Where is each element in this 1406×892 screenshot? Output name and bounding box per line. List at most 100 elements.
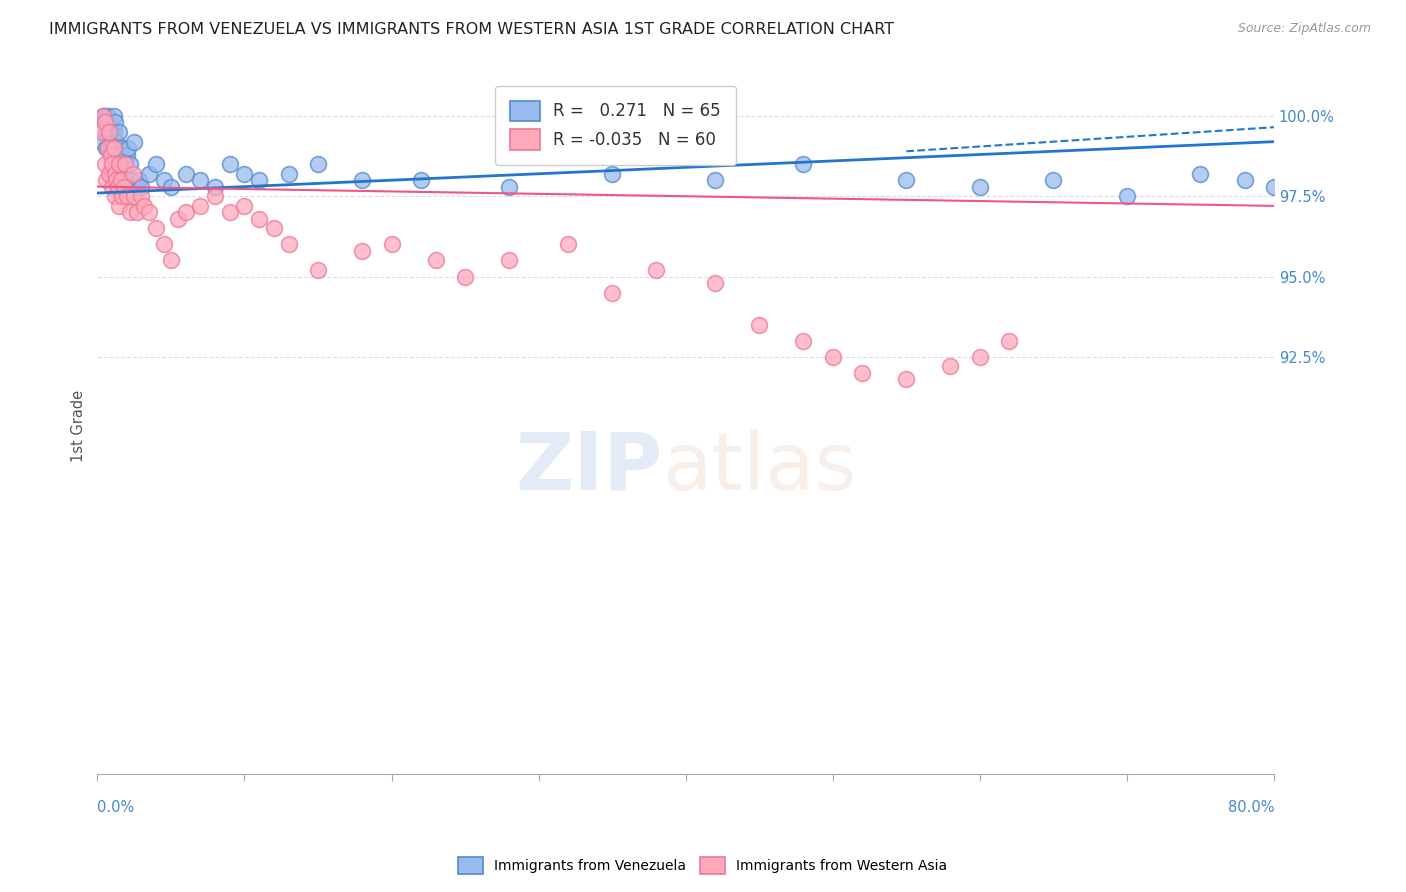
Point <box>128 173 150 187</box>
Point <box>821 350 844 364</box>
Text: 0.0%: 0.0% <box>97 800 135 815</box>
Point <box>145 221 167 235</box>
Point <box>1042 173 1064 187</box>
Point <box>138 167 160 181</box>
Point <box>969 179 991 194</box>
Point <box>174 205 197 219</box>
Point <box>939 359 962 374</box>
Text: Source: ZipAtlas.com: Source: ZipAtlas.com <box>1237 22 1371 36</box>
Point <box>454 269 477 284</box>
Point <box>188 199 211 213</box>
Point <box>104 141 127 155</box>
Point <box>896 173 918 187</box>
Point <box>98 167 121 181</box>
Point <box>1233 173 1256 187</box>
Point <box>118 205 141 219</box>
Point <box>352 244 374 258</box>
Point <box>704 276 727 290</box>
Point <box>100 125 122 139</box>
Point <box>108 199 131 213</box>
Point <box>1336 157 1358 171</box>
Point <box>100 141 122 155</box>
Point <box>105 157 128 171</box>
Point <box>108 173 131 187</box>
Point <box>103 109 125 123</box>
Point <box>1189 167 1212 181</box>
Point <box>96 125 118 139</box>
Point <box>233 167 256 181</box>
Point <box>134 199 156 213</box>
Point <box>93 109 115 123</box>
Point <box>218 205 240 219</box>
Point <box>121 167 143 181</box>
Point <box>91 109 114 123</box>
Point <box>152 173 174 187</box>
Point <box>352 173 374 187</box>
Point <box>124 179 146 194</box>
Point <box>101 135 124 149</box>
Point <box>103 125 125 139</box>
Point <box>105 173 128 187</box>
Point <box>104 167 127 181</box>
Point <box>425 253 447 268</box>
Point <box>896 372 918 386</box>
Point <box>111 141 134 155</box>
Point <box>204 189 226 203</box>
Point <box>998 334 1021 348</box>
Point <box>98 115 121 129</box>
Point <box>96 141 118 155</box>
Point <box>145 157 167 171</box>
Point <box>307 263 329 277</box>
Point <box>792 157 814 171</box>
Point <box>247 173 270 187</box>
Point <box>167 211 190 226</box>
Point <box>851 366 873 380</box>
Text: atlas: atlas <box>662 429 856 507</box>
Point <box>204 179 226 194</box>
Point <box>114 157 136 171</box>
Point <box>557 237 579 252</box>
Point <box>1116 189 1139 203</box>
Point <box>101 147 124 161</box>
Point <box>96 173 118 187</box>
Point <box>645 263 668 277</box>
Point <box>108 157 131 171</box>
Point <box>104 115 127 129</box>
Text: ZIP: ZIP <box>515 429 662 507</box>
Point <box>117 141 139 155</box>
Legend: Immigrants from Venezuela, Immigrants from Western Asia: Immigrants from Venezuela, Immigrants fr… <box>451 850 955 880</box>
Point <box>152 237 174 252</box>
Point <box>112 179 135 194</box>
Point <box>122 189 145 203</box>
Point <box>160 179 183 194</box>
Y-axis label: 1st Grade: 1st Grade <box>72 390 86 462</box>
Point <box>277 237 299 252</box>
Point <box>380 237 402 252</box>
Point <box>1292 167 1315 181</box>
Point <box>105 135 128 149</box>
Legend: R =   0.271   N = 65, R = -0.035   N = 60: R = 0.271 N = 65, R = -0.035 N = 60 <box>495 86 735 165</box>
Point <box>704 173 727 187</box>
Point <box>90 135 112 149</box>
Point <box>188 173 211 187</box>
Point <box>748 318 770 332</box>
Point <box>277 167 299 181</box>
Point <box>600 167 623 181</box>
Point <box>100 147 122 161</box>
Point <box>1381 141 1403 155</box>
Point <box>98 125 121 139</box>
Point <box>792 334 814 348</box>
Point <box>120 173 142 187</box>
Point <box>498 253 520 268</box>
Point <box>110 173 132 187</box>
Point <box>101 157 124 171</box>
Point <box>93 115 115 129</box>
Point <box>93 115 115 129</box>
Point <box>101 179 124 194</box>
Point <box>233 199 256 213</box>
Point <box>108 125 131 139</box>
Point <box>97 115 120 129</box>
Text: IMMIGRANTS FROM VENEZUELA VS IMMIGRANTS FROM WESTERN ASIA 1ST GRADE CORRELATION : IMMIGRANTS FROM VENEZUELA VS IMMIGRANTS … <box>49 22 894 37</box>
Point <box>1263 179 1285 194</box>
Point <box>131 189 153 203</box>
